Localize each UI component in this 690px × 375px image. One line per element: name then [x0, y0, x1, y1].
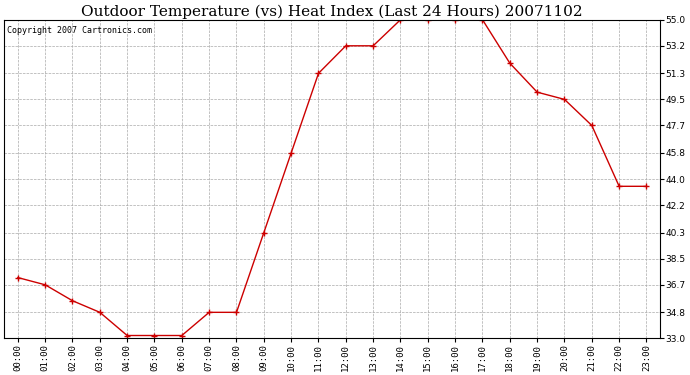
- Text: Copyright 2007 Cartronics.com: Copyright 2007 Cartronics.com: [8, 26, 152, 35]
- Title: Outdoor Temperature (vs) Heat Index (Last 24 Hours) 20071102: Outdoor Temperature (vs) Heat Index (Las…: [81, 4, 583, 18]
